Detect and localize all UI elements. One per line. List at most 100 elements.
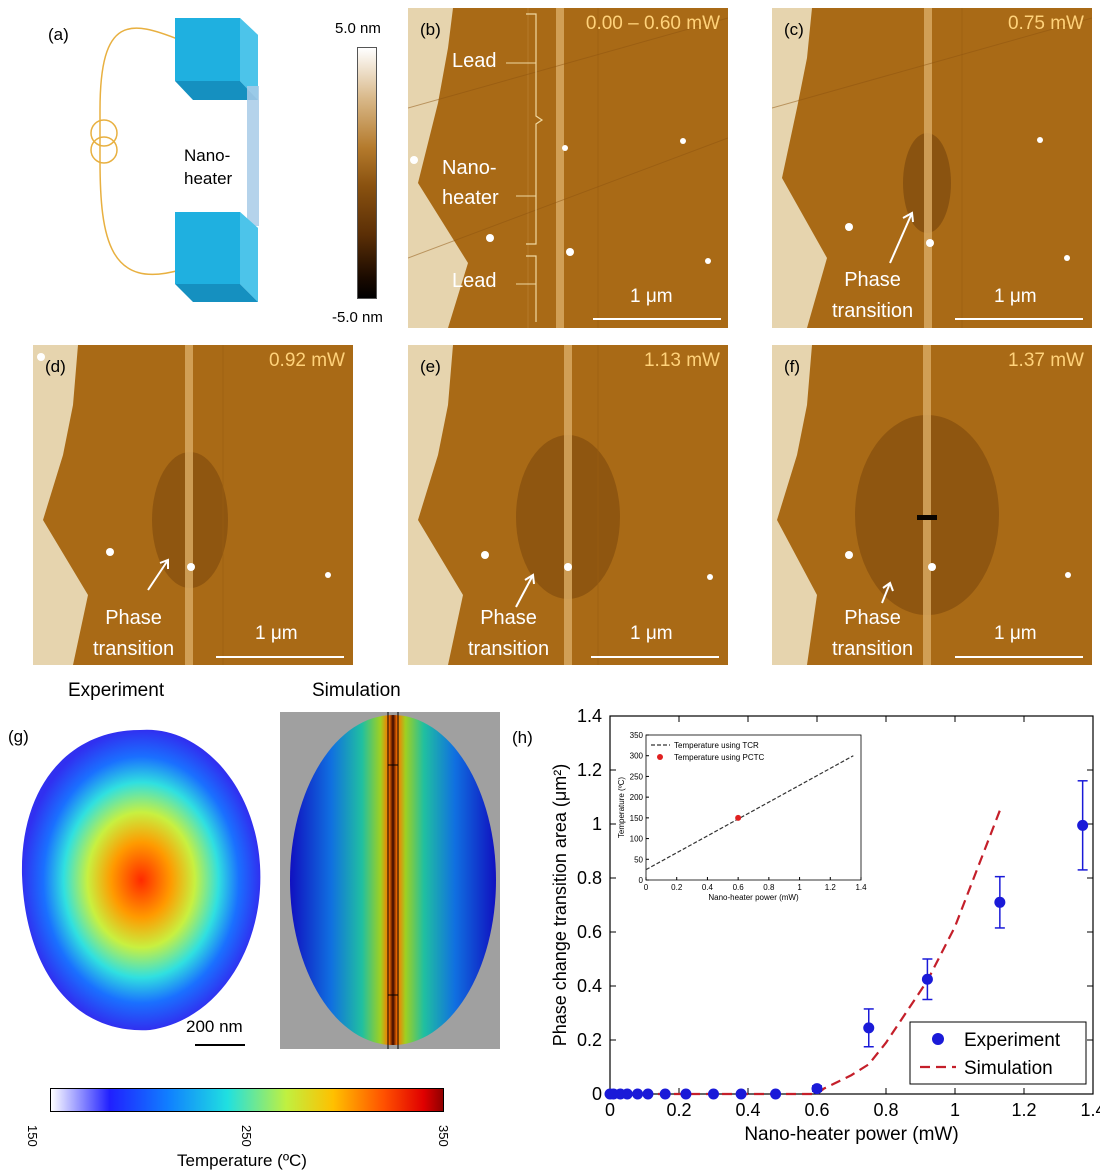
phase-transition-annotation-c: Phase transition xyxy=(832,269,914,322)
current-source-icon xyxy=(90,119,118,147)
legend-box xyxy=(909,1021,1087,1085)
scale-text-d: 1 μm xyxy=(255,623,298,644)
temperature-colorbar xyxy=(50,1088,444,1112)
scale-text-c: 1 μm xyxy=(994,286,1037,307)
legend: Experiment Simulation xyxy=(909,1021,1087,1085)
nanoheater-label: Nano- heater xyxy=(184,146,233,188)
experiment-map xyxy=(21,729,261,1031)
inset-legend-tcr-label: Temperature using TCR xyxy=(674,741,759,750)
inset-y-tick-label: 350 xyxy=(630,731,644,740)
experiment-point xyxy=(811,1083,823,1095)
inset-x-tick-label: 1 xyxy=(797,883,802,892)
scalebar-f xyxy=(955,656,1083,658)
y-axis-label: Phase change transition area (μm²) xyxy=(550,764,570,1047)
phase-transition-annotation-d: Phase transition xyxy=(93,607,175,660)
y-tick-label: 0.4 xyxy=(577,976,602,996)
scalebar-b xyxy=(593,318,721,320)
inset-legend-pctc-marker xyxy=(657,754,663,760)
experiment-point xyxy=(621,1088,633,1100)
afm-image-c xyxy=(772,8,1092,328)
scalebar-e xyxy=(591,656,719,658)
temp-tick-250: 250 xyxy=(239,1125,254,1147)
inset-legend-pctc-label: Temperature using PCTC xyxy=(674,753,764,762)
inset-frame xyxy=(645,734,862,881)
temperature-maps xyxy=(21,712,500,1049)
afm-image-d xyxy=(33,345,353,665)
inset-y-tick-label: 200 xyxy=(630,793,644,802)
colorbar-max-label: 5.0 nm xyxy=(335,20,381,37)
x-tick-label: 0.4 xyxy=(735,1100,760,1120)
panel-g-label: (g) xyxy=(8,727,29,746)
experiment-point xyxy=(994,896,1006,908)
inset-y-tick-label: 100 xyxy=(630,835,644,844)
experiment-title: Experiment xyxy=(68,680,165,701)
x-tick-label: 0.8 xyxy=(873,1100,898,1120)
legend-simulation-label: Simulation xyxy=(964,1058,1053,1079)
power-e: 1.13 mW xyxy=(643,350,720,371)
inset-x-tick-label: 0.4 xyxy=(702,883,714,892)
x-axis-label: Nano-heater power (mW) xyxy=(744,1124,958,1145)
panel-h-label: (h) xyxy=(512,728,533,747)
legend-experiment-label: Experiment xyxy=(964,1030,1061,1051)
simulation-map xyxy=(290,715,496,1045)
phase-area-chart: 0 0.2 0.4 0.6 0.8 1 1.2 1.4 0 0.2 0.4 0.6 0.8 1 1.2 1.4… xyxy=(550,706,1100,1145)
inset-x-tick-label: 0.6 xyxy=(733,883,745,892)
scale-text-f: 1 μm xyxy=(994,623,1037,644)
inset-x-tick-label: 0 xyxy=(644,883,649,892)
scale-text-e: 1 μm xyxy=(630,623,673,644)
power-c: 0.75 mW xyxy=(1007,13,1084,34)
inset-y-tick-label: 250 xyxy=(630,772,644,781)
nanoheater-schematic xyxy=(90,18,259,302)
inset-pctc-point xyxy=(735,814,742,821)
experiment-point xyxy=(921,973,933,985)
inset-y-tick-label: 50 xyxy=(634,855,643,864)
x-tick-label: 1.2 xyxy=(1011,1100,1036,1120)
inset-y-tick-label: 300 xyxy=(630,752,644,761)
nanoheater-strip xyxy=(247,86,259,226)
experiment-point xyxy=(863,1022,875,1034)
panel-d-label: (d) xyxy=(45,357,66,376)
x-tick-label: 1.4 xyxy=(1080,1100,1100,1120)
inset-y-tick-label: 0 xyxy=(639,876,644,885)
height-colorbar: 5.0 nm -5.0 nm xyxy=(330,15,405,330)
afm-panel-e: (e) 1.13 mW Phase transition 1 μm xyxy=(408,345,728,665)
panel-a-label: (a) xyxy=(48,25,69,44)
experiment-point xyxy=(708,1088,719,1100)
y-tick-label: 0.2 xyxy=(577,1030,602,1050)
panel-e-label: (e) xyxy=(420,357,441,376)
experiment-point xyxy=(659,1088,671,1100)
afm-image-e xyxy=(408,345,728,665)
simulation-title: Simulation xyxy=(312,680,401,701)
experiment-point xyxy=(680,1088,692,1100)
afm-panel-d: (d) 0.92 mW Phase transition 1 μm xyxy=(33,345,353,665)
x-tick-label: 0.2 xyxy=(666,1100,691,1120)
panel-a: (a) Nano- heater xyxy=(0,0,330,330)
panel-c-label: (c) xyxy=(784,20,804,39)
temp-colorbar-label: Temperature (ºC) xyxy=(177,1151,307,1170)
x-tick-label: 0 xyxy=(605,1100,615,1120)
scalebar-d xyxy=(216,656,344,658)
afm-image-b xyxy=(408,8,728,328)
inset-tcr-line xyxy=(645,755,854,871)
lead-top-label: Lead xyxy=(452,50,497,72)
inset-y-tick-label: 150 xyxy=(630,814,644,823)
experiment-point xyxy=(735,1088,747,1100)
phase-transition-annotation-f: Phase transition xyxy=(832,607,914,660)
inset-chart: 0 0.2 0.4 0.6 0.8 1 1.2 1.4 0 50 100 150 200 250 300 35… xyxy=(617,731,867,902)
y-tick-label: 1.2 xyxy=(577,760,602,780)
afm-panel-b: (b) 0.00 – 0.60 mW Lead Nano- heater Lea… xyxy=(408,8,728,328)
inset-x-tick-label: 1.4 xyxy=(855,883,867,892)
x-tick-label: 0.6 xyxy=(804,1100,829,1120)
y-tick-label: 1.4 xyxy=(577,706,602,726)
panel-b-label: (b) xyxy=(420,20,441,39)
power-b: 0.00 – 0.60 mW xyxy=(585,13,720,34)
experiment-point xyxy=(770,1088,782,1100)
power-f: 1.37 mW xyxy=(1007,350,1084,371)
lead-bottom-label: Lead xyxy=(452,270,497,292)
experiment-point xyxy=(632,1088,644,1100)
experiment-point xyxy=(1077,819,1089,831)
inset-y-axis-label: Temperature (ºC) xyxy=(617,777,626,838)
scalebar-c xyxy=(955,318,1083,320)
y-tick-label: 0.6 xyxy=(577,922,602,942)
afm-image-f xyxy=(772,345,1092,665)
